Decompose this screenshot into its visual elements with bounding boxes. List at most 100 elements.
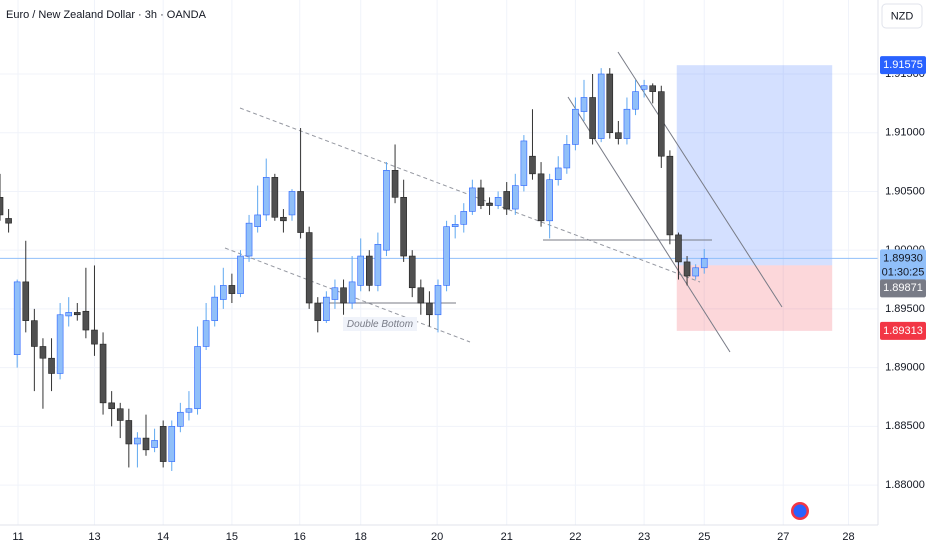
x-tick-label: 25 bbox=[698, 531, 710, 543]
candle-body bbox=[142, 437, 150, 451]
candle-body bbox=[262, 177, 270, 216]
annotation: Double Bottom bbox=[347, 319, 413, 330]
candle-body bbox=[675, 234, 682, 263]
candle-body bbox=[39, 346, 47, 359]
candle-body bbox=[13, 281, 21, 355]
candle-body bbox=[589, 97, 596, 139]
candle-body bbox=[572, 108, 579, 145]
candle-body bbox=[288, 191, 296, 216]
candle-body bbox=[305, 232, 313, 304]
candle-body bbox=[640, 85, 648, 90]
candle-body bbox=[537, 173, 545, 222]
y-tick-label: 1.89000 bbox=[885, 362, 925, 374]
candle-body bbox=[657, 91, 665, 157]
candle-body bbox=[469, 187, 476, 212]
candle-body bbox=[374, 243, 382, 286]
candle-body bbox=[134, 437, 141, 445]
candle-body bbox=[91, 329, 98, 345]
price-label: 1.89313 bbox=[883, 325, 923, 337]
candle-body bbox=[194, 346, 201, 410]
candle-body bbox=[400, 197, 407, 257]
x-tick-label: 21 bbox=[501, 531, 513, 543]
plot bbox=[0, 68, 708, 471]
candle-body bbox=[280, 216, 287, 222]
candle-body bbox=[185, 408, 193, 413]
price-label-bg bbox=[880, 249, 926, 282]
price-label-bg bbox=[880, 279, 926, 298]
annotation-box bbox=[343, 317, 417, 331]
candle-body bbox=[666, 155, 674, 236]
candle-body bbox=[108, 402, 115, 410]
y-tick-label: 1.90500 bbox=[885, 185, 925, 197]
candle-body bbox=[692, 267, 699, 277]
x-tick-label: 16 bbox=[294, 531, 306, 543]
candle-body bbox=[340, 287, 347, 304]
candle-body bbox=[494, 197, 502, 206]
countdown: 01:30:25 bbox=[882, 266, 925, 278]
candle-body bbox=[357, 255, 365, 286]
logo-core bbox=[793, 504, 807, 518]
logo bbox=[791, 502, 809, 520]
candle-body bbox=[22, 281, 30, 321]
candle-body bbox=[56, 314, 64, 374]
candle-body bbox=[486, 202, 493, 206]
candle-body bbox=[5, 218, 12, 224]
x-tick-label: 14 bbox=[157, 531, 169, 543]
candle-body bbox=[563, 144, 571, 169]
candle-body bbox=[254, 214, 261, 227]
candle-body bbox=[383, 170, 390, 251]
candle-body bbox=[511, 185, 519, 210]
price-label-bg bbox=[880, 56, 926, 75]
candle-body bbox=[520, 140, 528, 186]
candle-body bbox=[417, 287, 425, 304]
x-tick-label: 18 bbox=[355, 531, 367, 543]
candle-body bbox=[228, 285, 236, 294]
candle-body bbox=[365, 255, 373, 286]
candle-body bbox=[202, 320, 210, 347]
candle-body bbox=[615, 132, 622, 139]
candle-body bbox=[434, 285, 442, 316]
candle-body bbox=[219, 285, 227, 300]
candle-body bbox=[177, 411, 184, 427]
x-tick-label: 15 bbox=[226, 531, 238, 543]
x-tick-label: 23 bbox=[638, 531, 650, 543]
currency-button[interactable] bbox=[881, 3, 923, 29]
x-tick-label: 11 bbox=[12, 531, 23, 543]
candle-body bbox=[99, 343, 107, 404]
candle-body bbox=[503, 191, 511, 210]
candle-body bbox=[580, 97, 588, 112]
price-label-bg bbox=[880, 321, 926, 340]
candle-body bbox=[82, 310, 90, 331]
candle-body bbox=[391, 170, 399, 198]
currency[interactable]: NZD bbox=[891, 10, 914, 22]
candle-body bbox=[460, 211, 468, 225]
candle-body bbox=[451, 224, 459, 227]
trend-line bbox=[617, 51, 783, 308]
price-label: 1.89930 bbox=[883, 252, 923, 264]
chart-title: Euro / New Zealand Dollar · 3h · OANDA bbox=[6, 9, 207, 21]
y-tick-label: 1.88500 bbox=[885, 420, 925, 432]
candle-body bbox=[297, 191, 304, 233]
candle-body bbox=[116, 408, 124, 421]
candle-body bbox=[649, 85, 657, 92]
candle-body bbox=[245, 222, 253, 257]
candle-body bbox=[554, 167, 562, 180]
y-tick-label: 1.91000 bbox=[885, 127, 925, 139]
trend-line bbox=[567, 96, 731, 353]
price-label: 1.89871 bbox=[883, 282, 923, 294]
x-tick-label: 22 bbox=[569, 531, 581, 543]
candle-body bbox=[477, 187, 485, 206]
candle-body bbox=[426, 302, 433, 316]
y-tick-label: 1.89500 bbox=[885, 303, 925, 315]
candle-body bbox=[151, 440, 158, 448]
candle-body bbox=[597, 73, 605, 139]
candle-body bbox=[623, 108, 631, 139]
candle-body bbox=[700, 258, 708, 269]
candle-body bbox=[65, 312, 73, 317]
x-tick-label: 13 bbox=[88, 531, 100, 543]
candle-body bbox=[271, 177, 279, 218]
candle-body bbox=[237, 255, 244, 294]
candle-body bbox=[323, 296, 330, 321]
